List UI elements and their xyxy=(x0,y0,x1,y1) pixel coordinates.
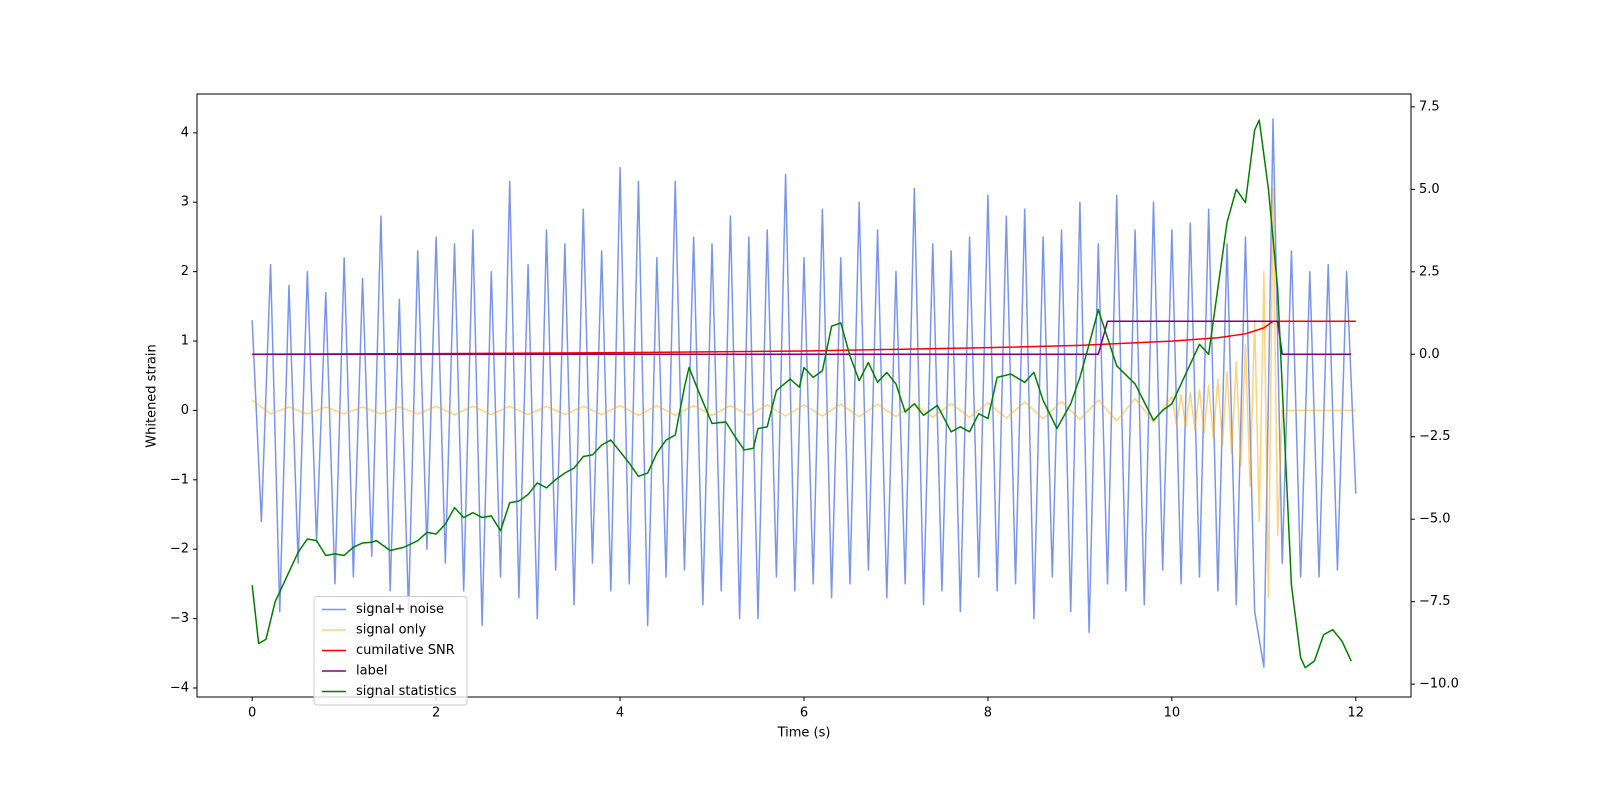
legend-label: label xyxy=(356,664,387,679)
y-axis-label: Whitened strain xyxy=(145,344,160,447)
y2-tick-label: −5.0 xyxy=(1419,512,1451,527)
series-line xyxy=(251,118,1357,668)
y2-tick-label: 0.0 xyxy=(1419,347,1440,362)
series-line xyxy=(251,119,1352,669)
y-tick-label: 4 xyxy=(181,125,189,140)
y-tick-label: 3 xyxy=(181,195,189,210)
series-line xyxy=(252,320,1356,356)
y2-tick-label: −10.0 xyxy=(1419,677,1459,692)
legend-box xyxy=(313,596,468,706)
plot-area xyxy=(251,118,1357,669)
x-tick-label: 10 xyxy=(1164,706,1181,721)
legend-label: signal+ noise xyxy=(356,602,444,617)
y2-tick-label: 2.5 xyxy=(1419,264,1440,279)
y2-tick-label: −7.5 xyxy=(1419,594,1451,609)
x-tick-label: 0 xyxy=(248,706,256,721)
y-tick-label: 2 xyxy=(181,264,189,279)
y-tick-label: −2 xyxy=(170,542,189,557)
x-tick-label: 12 xyxy=(1348,706,1365,721)
x-tick-label: 8 xyxy=(984,706,992,721)
legend-label: cumilative SNR xyxy=(356,643,455,658)
series-line xyxy=(251,187,1356,599)
y2-tick-label: 5.0 xyxy=(1419,182,1440,197)
y-tick-label: 0 xyxy=(181,403,189,418)
series-line xyxy=(252,320,1352,356)
x-axis-label: Time (s) xyxy=(777,726,831,741)
y-tick-label: −4 xyxy=(170,680,189,695)
y-tick-label: 1 xyxy=(181,334,189,349)
legend-label: signal statistics xyxy=(356,684,457,699)
y2-tick-label: 7.5 xyxy=(1419,99,1440,114)
x-tick-label: 2 xyxy=(432,706,440,721)
y-tick-label: −3 xyxy=(170,611,189,626)
y2-tick-label: −2.5 xyxy=(1419,429,1451,444)
x-tick-label: 4 xyxy=(616,706,624,721)
legend-label: signal only xyxy=(356,623,426,638)
y-tick-label: −1 xyxy=(170,472,189,487)
x-tick-label: 6 xyxy=(800,706,808,721)
